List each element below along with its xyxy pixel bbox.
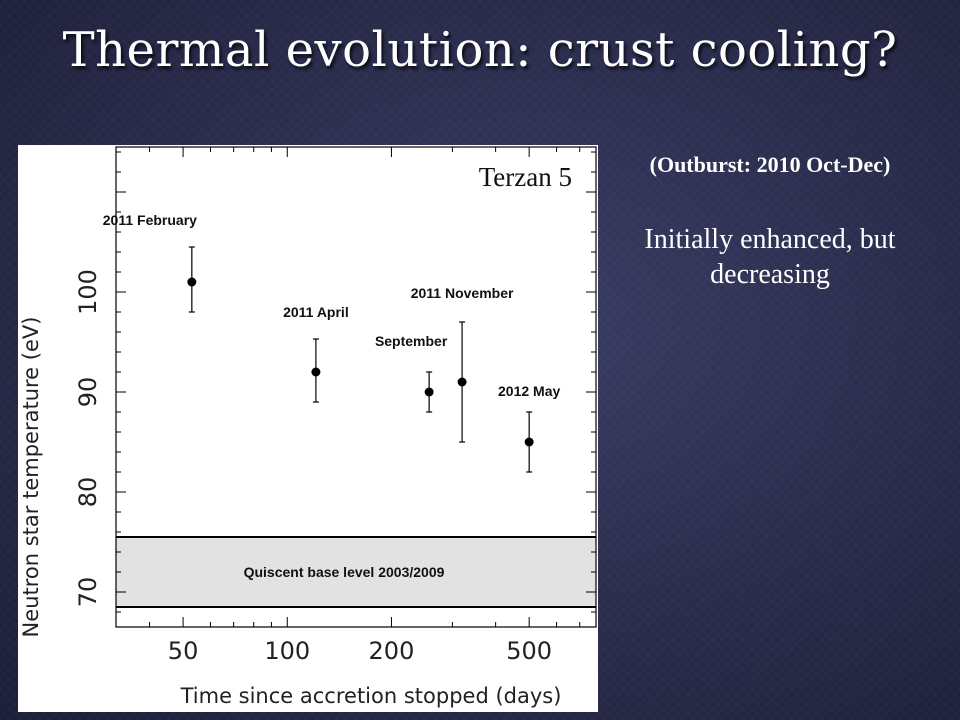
data-point-label: 2012 May: [498, 383, 560, 399]
data-points: 2011 February 2011 April September 2011 Nov…: [103, 212, 561, 473]
y-tick-label: 100: [74, 269, 102, 315]
chart-title: Terzan 5: [479, 162, 572, 192]
x-tick-label: 500: [506, 637, 552, 665]
x-axis-label: Time since accretion stopped (days): [180, 684, 562, 708]
chart-panel: Quiscent base level 2003/2009 70 80 90 100 5…: [18, 145, 598, 712]
plot-frame: [115, 146, 597, 628]
quiescent-band: [116, 537, 596, 607]
y-tick-label: 70: [74, 577, 102, 608]
y-tick-label: 90: [74, 377, 102, 408]
quiescent-band-label: Quiscent base level 2003/2009: [244, 564, 445, 580]
data-point: [424, 387, 434, 397]
data-point: [187, 277, 197, 287]
slide-title: Thermal evolution: crust cooling?: [62, 22, 898, 78]
y-tick-label: 80: [74, 477, 102, 508]
data-point-label: September: [375, 333, 448, 349]
data-point-label: 2011 November: [411, 285, 514, 301]
outburst-note: (Outburst: 2010 Oct-Dec): [649, 152, 891, 177]
cooling-description: Initially enhanced, but decreasing: [644, 224, 896, 290]
x-tick-label: 200: [369, 637, 415, 665]
y-axis-label: Neutron star temperature (eV): [19, 317, 43, 638]
data-point: [524, 437, 534, 447]
x-tick-label: 100: [264, 637, 310, 665]
x-tick-label: 50: [168, 637, 199, 665]
data-point-label: 2011 April: [283, 304, 349, 320]
data-point: [311, 367, 321, 377]
data-point-label: 2011 February: [103, 212, 197, 228]
axis-ticks: 70 80 90 100 50 100 200 500: [74, 147, 596, 665]
data-point: [457, 377, 467, 387]
temperature-chart: Quiscent base level 2003/2009 70 80 90 100 5…: [19, 146, 597, 708]
